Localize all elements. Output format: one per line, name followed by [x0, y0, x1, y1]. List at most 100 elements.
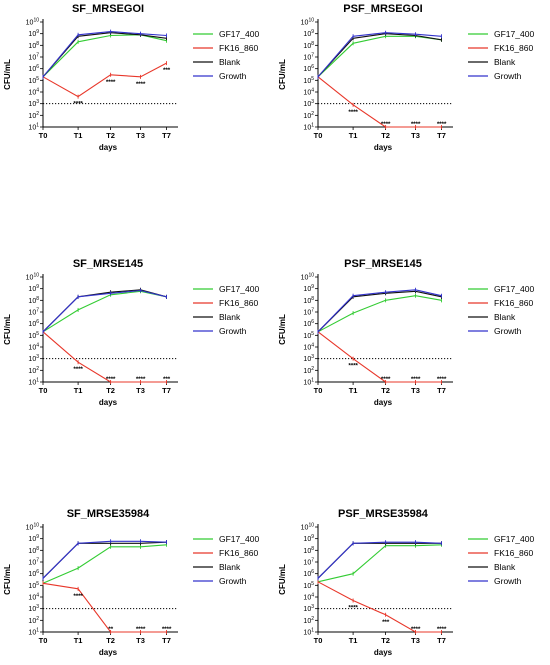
series-line-growth	[42, 31, 167, 78]
x-tick-label: T7	[162, 131, 171, 140]
chart-title: PSF_MRSE145	[344, 258, 422, 270]
series-line-fk16_860	[42, 62, 167, 98]
legend-label: GF17_400	[219, 534, 259, 544]
significance-marker: ****	[381, 121, 391, 128]
y-tick-label: 102	[28, 111, 39, 120]
series-line-blank	[317, 542, 442, 579]
x-tick-label: T1	[349, 636, 358, 645]
legend-label: GF17_400	[219, 284, 259, 294]
x-tick-label: T7	[437, 386, 446, 395]
x-tick-label: T2	[381, 386, 390, 395]
significance-marker: ****	[73, 593, 83, 600]
y-axis-label: CFU/mL	[3, 314, 12, 345]
x-tick-label: T0	[314, 386, 323, 395]
significance-marker: ****	[73, 101, 83, 108]
y-tick-label: 107	[28, 308, 39, 317]
y-tick-label: 1010	[26, 523, 40, 532]
significance-marker: ****	[437, 121, 447, 128]
y-tick-label: 102	[28, 366, 39, 375]
legend-label: FK16_860	[219, 298, 258, 308]
y-tick-label: 109	[303, 284, 314, 293]
series-line-fk16_860	[42, 331, 167, 383]
y-tick-label: 105	[303, 76, 314, 85]
significance-marker: ****	[136, 376, 146, 383]
x-tick-label: T7	[437, 636, 446, 645]
x-tick-label: T2	[106, 636, 115, 645]
y-axis-label: CFU/mL	[278, 59, 287, 90]
legend-label: Blank	[494, 312, 516, 322]
x-tick-label: T2	[381, 636, 390, 645]
legend-label: FK16_860	[494, 43, 533, 53]
y-tick-label: 101	[303, 123, 314, 132]
chart-panel: PSF_MRSE35984 101 102 103 104 105 106 107 108 109…	[278, 508, 534, 657]
y-tick-label: 101	[303, 628, 314, 637]
y-tick-label: 107	[303, 308, 314, 317]
chart-title: SF_MRSE145	[73, 258, 143, 270]
y-tick-label: 107	[28, 53, 39, 62]
chart-panel: SF_MRSE35984 101 102 103 104 105 106 107 108 109 1…	[3, 508, 259, 657]
y-tick-label: 109	[303, 534, 314, 543]
y-tick-label: 109	[28, 534, 39, 543]
chart-panel: SF_MRSE145 101 102 103 104 105 106 107 108 109 101…	[3, 258, 259, 407]
series-line-growth	[42, 289, 167, 333]
y-tick-label: 104	[303, 88, 314, 97]
significance-marker: ****	[411, 626, 421, 633]
series-line-gf17_400	[42, 290, 167, 333]
legend-label: Growth	[494, 326, 522, 336]
y-tick-label: 106	[303, 569, 314, 578]
legend-label: Blank	[219, 562, 241, 572]
y-tick-label: 103	[28, 604, 39, 613]
x-tick-label: T3	[411, 131, 420, 140]
y-tick-label: 108	[303, 546, 314, 555]
y-tick-label: 104	[303, 593, 314, 602]
significance-marker: ****	[106, 79, 116, 86]
y-tick-label: 108	[28, 546, 39, 555]
legend-label: Blank	[494, 562, 516, 572]
significance-marker: ***	[163, 67, 171, 74]
y-tick-label: 101	[28, 628, 39, 637]
y-tick-label: 109	[303, 29, 314, 38]
y-tick-label: 109	[28, 29, 39, 38]
y-tick-label: 101	[28, 123, 39, 132]
y-tick-label: 107	[28, 558, 39, 567]
significance-marker: ****	[437, 626, 447, 633]
x-tick-label: T3	[136, 386, 145, 395]
y-tick-label: 102	[303, 111, 314, 120]
y-tick-label: 103	[28, 99, 39, 108]
series-line-blank	[42, 289, 167, 333]
y-tick-label: 1010	[301, 273, 315, 282]
significance-marker: ****	[136, 81, 146, 88]
x-axis-label: days	[99, 143, 118, 152]
legend-label: FK16_860	[494, 548, 533, 558]
chart-title: PSF_MRSEGOI	[343, 3, 422, 15]
significance-marker: **	[108, 626, 113, 633]
significance-marker: ****	[348, 363, 358, 370]
chart-title: SF_MRSE35984	[67, 508, 150, 520]
x-tick-label: T3	[411, 386, 420, 395]
x-tick-label: T3	[411, 636, 420, 645]
y-tick-label: 104	[28, 88, 39, 97]
x-tick-label: T3	[136, 636, 145, 645]
y-tick-label: 103	[28, 354, 39, 363]
chart-panel: PSF_MRSEGOI 101 102 103 104 105 106 107 108 109 10…	[278, 3, 534, 152]
y-axis-label: CFU/mL	[278, 564, 287, 595]
significance-marker: ****	[437, 376, 447, 383]
x-tick-label: T2	[106, 131, 115, 140]
legend-label: GF17_400	[219, 29, 259, 39]
y-tick-label: 1010	[301, 523, 315, 532]
series-line-growth	[317, 32, 442, 78]
significance-marker: ****	[162, 626, 172, 633]
legend-label: Blank	[494, 57, 516, 67]
legend-label: Blank	[219, 312, 241, 322]
y-tick-label: 105	[303, 581, 314, 590]
series-line-gf17_400	[317, 544, 442, 583]
legend-label: GF17_400	[494, 284, 534, 294]
x-tick-label: T0	[39, 636, 48, 645]
y-tick-label: 1010	[26, 273, 40, 282]
y-tick-label: 105	[28, 581, 39, 590]
y-tick-label: 108	[303, 296, 314, 305]
y-tick-label: 106	[28, 64, 39, 73]
x-tick-label: T1	[74, 636, 83, 645]
y-tick-label: 104	[28, 343, 39, 352]
legend-label: Growth	[219, 71, 247, 81]
